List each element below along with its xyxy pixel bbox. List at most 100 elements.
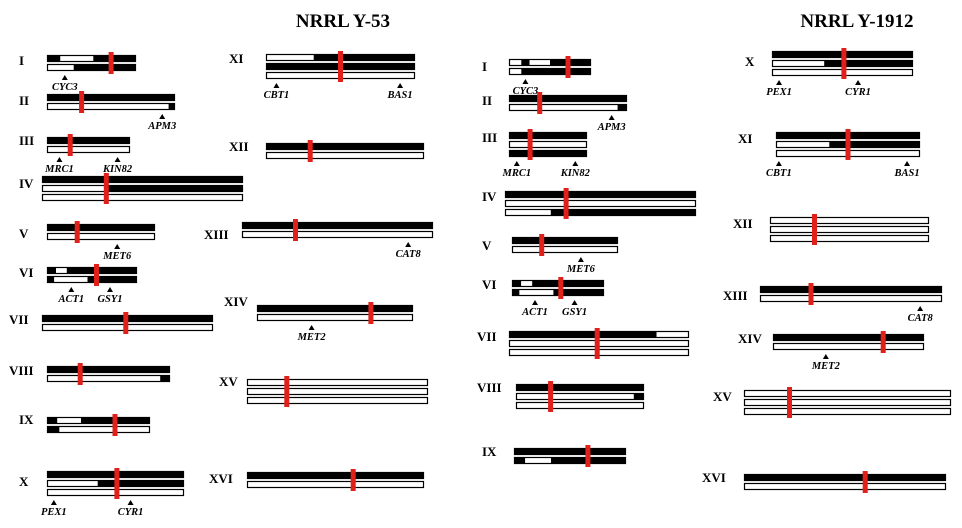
chromatid-outline	[41, 193, 244, 202]
chromatid-empty-segment	[47, 146, 130, 153]
chromatid-outline	[41, 184, 244, 193]
chromatid-outline	[46, 145, 131, 154]
chromosome-label: XV	[713, 389, 732, 404]
chromatid-filled-segment	[47, 276, 55, 283]
chromatid-filled-segment	[47, 366, 170, 373]
chromatid-outline	[515, 392, 645, 401]
chromosome-label: XIII	[204, 227, 229, 242]
chromatid-outline	[513, 456, 627, 465]
chromatid-filled-segment	[532, 280, 604, 287]
chromosome-x-nrrl-y-53: X PEX1 CYR1	[19, 468, 185, 518]
centromere-marker	[841, 48, 847, 79]
chromatid-outline	[46, 63, 137, 72]
centromere-marker	[307, 140, 313, 162]
gene-position-arrow-icon	[127, 500, 134, 505]
gene-label-apm3: APM3	[597, 122, 626, 133]
chromatid-empty-segment	[656, 331, 689, 338]
chromatid-outline	[513, 447, 627, 456]
chromosome-vi-nrrl-y-1912: VI ACT1 GSY1	[482, 277, 605, 318]
gene-position-arrow-icon	[114, 244, 121, 249]
chromosome-label: XVI	[702, 470, 726, 485]
gene-position-arrow-icon	[405, 242, 412, 247]
chromosome-label: VII	[477, 329, 497, 344]
chromatid-empty-segment	[509, 68, 522, 75]
gene-label-pex1: PEX1	[41, 507, 67, 518]
chromatid-empty-segment	[56, 267, 67, 274]
chromatid-filled-segment	[514, 457, 526, 464]
chromatid-empty-segment	[266, 152, 424, 159]
chromosome-xiii-nrrl-y-53: XIII CAT8	[204, 219, 434, 260]
chromatid-empty-segment	[744, 483, 946, 490]
centromere-marker	[368, 302, 374, 324]
panel-title-nrrl-y-53: NRRL Y-53	[296, 11, 390, 32]
chromatid-outline	[246, 480, 425, 489]
gene-label-apm3: APM3	[147, 121, 176, 132]
chromatid-outline	[46, 136, 131, 145]
gene-label-bas1: BAS1	[893, 168, 919, 179]
chromatid-outline	[265, 151, 425, 160]
chromosome-viii-nrrl-y-1912: VIII	[477, 380, 645, 412]
chromatid-filled-segment	[760, 286, 942, 293]
chromatid-outline	[508, 103, 628, 112]
gene-label-cat8: CAT8	[908, 313, 934, 324]
chromosome-label: VIII	[9, 363, 34, 378]
panel-title-nrrl-y-1912: NRRL Y-1912	[800, 11, 913, 32]
chromatid-empty-segment	[770, 217, 929, 224]
gene-position-arrow-icon	[107, 287, 113, 292]
centromere-marker	[293, 219, 298, 241]
chromosome-label: IV	[19, 176, 34, 191]
chromatid-empty-segment	[509, 59, 522, 66]
chromosome-label: II	[19, 93, 29, 108]
gene-label-kin82: KIN82	[102, 164, 133, 175]
chromatid-empty-segment	[744, 399, 951, 406]
gene-label-gsy1: GSY1	[562, 307, 587, 318]
gene-label-cbt1: CBT1	[766, 168, 792, 179]
chromosome-label: X	[19, 474, 29, 489]
chromatid-filled-segment	[521, 68, 591, 75]
chromatid-outline	[46, 425, 151, 434]
gene-label-cyc3: CYC3	[52, 82, 78, 93]
chromatid-filled-segment	[160, 375, 170, 382]
chromatid-outline	[241, 221, 434, 230]
chromosome-iii-nrrl-y-53: III MRC1 KIN82	[19, 133, 133, 175]
chromatid-filled-segment	[66, 267, 137, 274]
centromere-marker	[565, 56, 571, 78]
gene-label-bas1: BAS1	[387, 90, 413, 101]
chromatid-filled-segment	[47, 94, 175, 101]
chromatid-outline	[246, 378, 429, 387]
chromosome-iv-nrrl-y-53: IV	[19, 173, 244, 204]
chromosome-label: VIII	[477, 380, 502, 395]
chromatid-outline	[46, 416, 151, 425]
centromere-marker	[103, 173, 109, 204]
chromatid-empty-segment	[529, 59, 550, 66]
centromere-marker	[812, 214, 817, 245]
gene-position-arrow-icon	[159, 114, 166, 119]
chromatid-outline	[508, 58, 592, 67]
chromatid-outline	[515, 383, 645, 392]
chromosome-label: XVI	[209, 471, 233, 486]
chromatid-filled-segment	[47, 267, 56, 274]
chromosome-label: I	[19, 53, 24, 68]
gene-label-mrc1: MRC1	[44, 164, 74, 175]
chromatid-outline	[769, 216, 930, 225]
centromere-marker	[537, 92, 543, 114]
chromosome-xiv-nrrl-y-53: XIV MET2	[224, 294, 414, 343]
chromosome-xii-nrrl-y-53: XII	[229, 139, 425, 162]
chromosome-label: X	[745, 54, 755, 69]
chromosome-label: XII	[733, 216, 753, 231]
chromosome-label: VII	[9, 312, 29, 327]
chromatid-outline	[511, 245, 619, 254]
centromere-marker	[74, 221, 80, 243]
gene-position-arrow-icon	[308, 325, 315, 330]
chromatid-filled-segment	[550, 209, 696, 216]
chromatid-outline	[246, 396, 429, 405]
gene-position-arrow-icon	[577, 257, 584, 262]
chromosome-ix-nrrl-y-53: IX	[19, 412, 151, 436]
chromatid-filled-segment	[97, 480, 184, 487]
chromatid-empty-segment	[247, 397, 428, 404]
chromosome-vii-nrrl-y-1912: VII	[477, 328, 690, 359]
chromatid-empty-segment	[776, 141, 830, 148]
gene-position-arrow-icon	[776, 80, 783, 85]
chromatid-empty-segment	[60, 55, 94, 62]
chromatid-outline	[743, 389, 952, 398]
